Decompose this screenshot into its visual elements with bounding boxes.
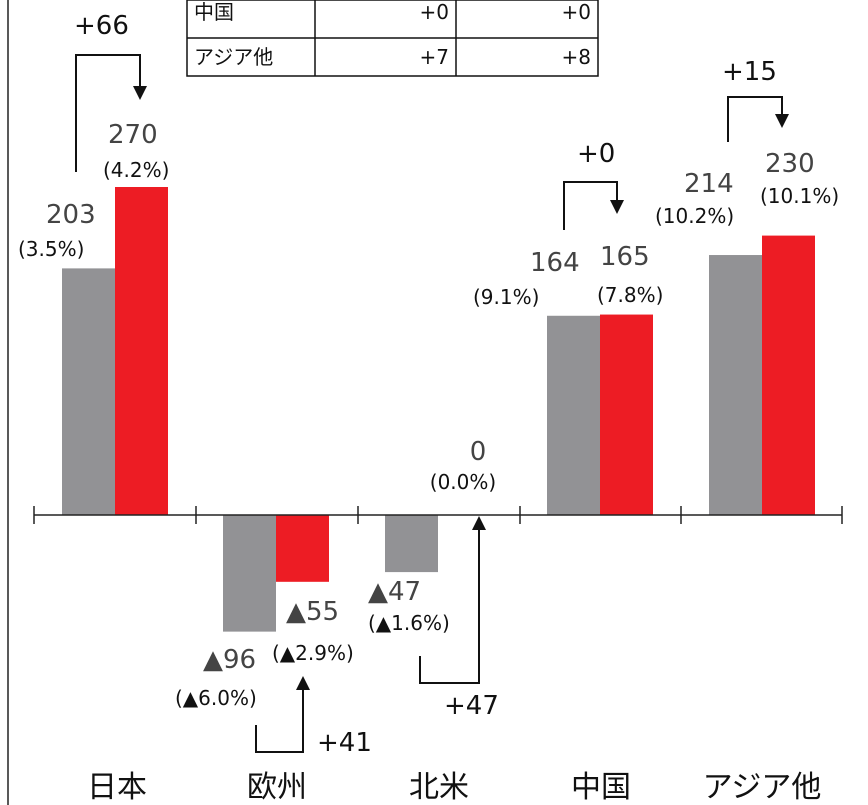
value-label-china-prior: 164 xyxy=(530,248,580,278)
bars xyxy=(62,187,815,632)
pct-label-asia-other-prior: (10.2%) xyxy=(655,204,734,228)
value-label-asia-other-current: 230 xyxy=(765,149,815,179)
value-label-japan-current: 270 xyxy=(108,120,158,150)
category-label-japan: 日本 xyxy=(87,770,147,805)
change-label-north-america: +47 xyxy=(444,691,499,721)
pct-label-japan-current: (4.2%) xyxy=(103,158,169,182)
pct-label-china-prior: (9.1%) xyxy=(473,285,539,309)
category-label-asia-other: アジア他 xyxy=(703,770,822,805)
pct-label-north-america-prior: (▲1.6%) xyxy=(368,611,450,635)
reference-table: 中国 +0 +0 アジア他 +7 +8 xyxy=(186,0,599,77)
table-row-1-region: 中国 xyxy=(194,0,234,24)
change-label-china: +0 xyxy=(577,139,615,169)
table-row-2-col-a: +7 xyxy=(420,45,449,69)
pct-label-china-current: (7.8%) xyxy=(597,283,663,307)
value-labels: 203 (3.5%) 270 (4.2%) ▲96 (▲6.0%) ▲55 (▲… xyxy=(18,120,839,710)
table-row-2-col-b: +8 xyxy=(562,45,591,69)
bar-japan-current xyxy=(115,187,168,515)
table-row-1-col-a: +0 xyxy=(420,0,449,24)
change-arrow-china xyxy=(563,181,618,230)
category-labels: 日本 欧州 北米 中国 アジア他 xyxy=(87,770,821,805)
pct-label-asia-other-current: (10.1%) xyxy=(760,184,839,208)
value-label-china-current: 165 xyxy=(600,242,650,272)
category-label-europe: 欧州 xyxy=(247,770,307,805)
bar-japan-prior xyxy=(62,268,115,515)
bar-europe-prior xyxy=(223,515,276,632)
change-arrow-europe xyxy=(255,690,304,753)
category-label-china: 中国 xyxy=(571,770,631,805)
x-axis xyxy=(33,506,843,524)
change-arrows xyxy=(75,54,789,753)
value-label-europe-current: ▲55 xyxy=(286,597,339,627)
change-arrow-north-america xyxy=(419,530,480,684)
change-arrow-asia-other xyxy=(727,96,783,142)
change-labels: +66 +41 +47 +0 +15 xyxy=(74,11,777,758)
category-label-north-america: 北米 xyxy=(409,770,469,805)
bar-north-america-prior xyxy=(385,515,438,573)
value-label-north-america-current: 0 xyxy=(470,437,487,467)
pct-label-europe-current: (▲2.9%) xyxy=(272,641,354,665)
bar-asia-other-current xyxy=(762,235,815,515)
value-label-north-america-prior: ▲47 xyxy=(368,577,421,607)
bar-europe-current xyxy=(276,515,329,582)
bar-china-prior xyxy=(547,315,600,515)
value-label-japan-prior: 203 xyxy=(46,200,96,230)
change-label-asia-other: +15 xyxy=(722,57,777,87)
value-label-europe-prior: ▲96 xyxy=(203,645,256,675)
table-row-1-col-b: +0 xyxy=(562,0,591,24)
value-label-asia-other-prior: 214 xyxy=(684,169,734,199)
change-arrow-japan xyxy=(75,54,141,172)
table-row-2-region: アジア他 xyxy=(194,45,273,69)
change-label-japan: +66 xyxy=(74,11,129,41)
bar-china-current xyxy=(600,314,653,515)
change-label-europe: +41 xyxy=(317,728,372,758)
pct-label-north-america-current: (0.0%) xyxy=(430,470,496,494)
bar-asia-other-prior xyxy=(709,255,762,515)
pct-label-japan-prior: (3.5%) xyxy=(18,237,84,261)
pct-label-europe-prior: (▲6.0%) xyxy=(175,686,257,710)
